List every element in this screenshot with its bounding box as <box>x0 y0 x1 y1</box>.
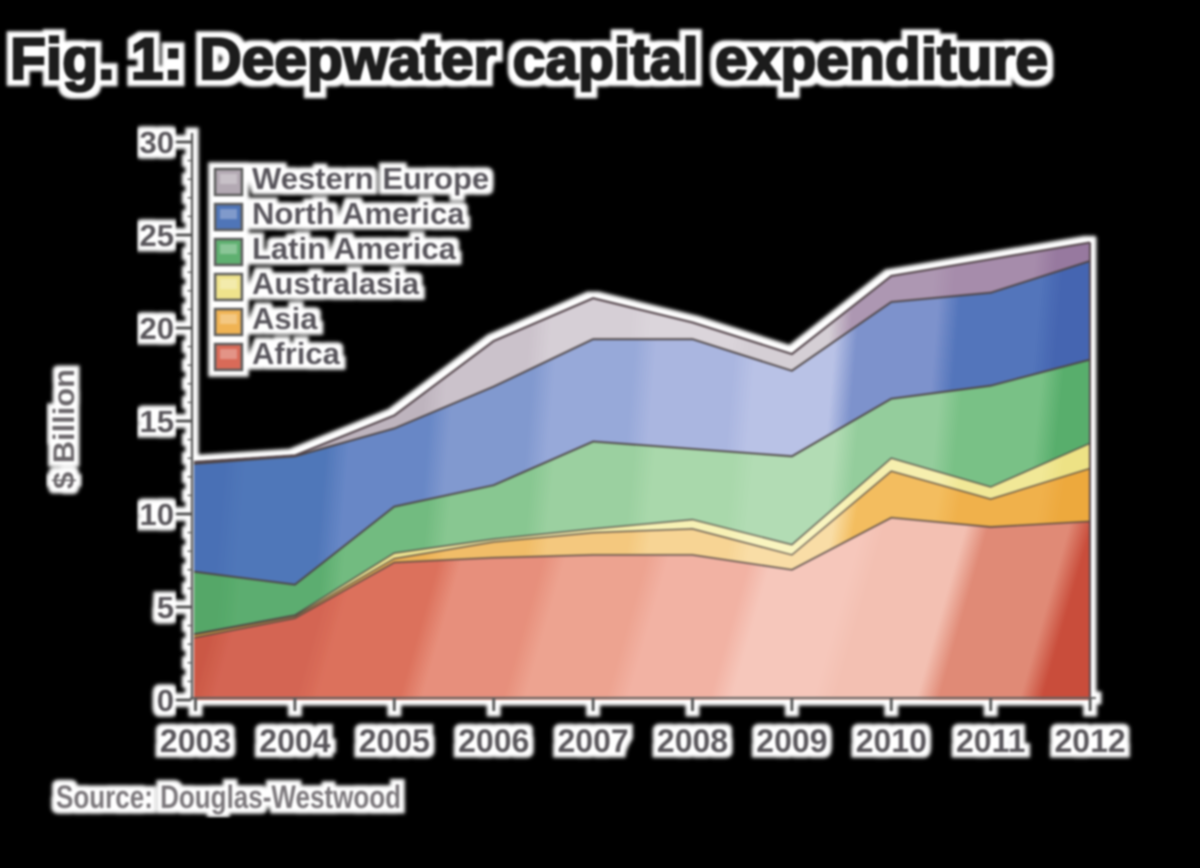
svg-text:North America: North America <box>252 196 465 231</box>
svg-text:5: 5 <box>157 590 174 625</box>
svg-text:Asia: Asia <box>252 301 318 336</box>
svg-text:Australasia: Australasia <box>252 266 420 301</box>
svg-text:Western Europe: Western Europe <box>252 161 489 196</box>
svg-text:2012: 2012 <box>1055 723 1126 759</box>
svg-text:2011: 2011 <box>956 723 1025 759</box>
svg-text:2005: 2005 <box>359 723 430 759</box>
svg-text:2008: 2008 <box>657 723 728 759</box>
svg-text:Africa: Africa <box>252 336 341 371</box>
svg-text:2006: 2006 <box>458 723 529 759</box>
svg-text:Source: Douglas-Westwood: Source: Douglas-Westwood <box>56 779 401 815</box>
svg-text:0: 0 <box>157 683 174 718</box>
svg-text:25: 25 <box>140 218 174 253</box>
svg-text:15: 15 <box>140 404 174 439</box>
svg-text:10: 10 <box>140 497 174 532</box>
svg-text:2010: 2010 <box>856 723 927 759</box>
svg-text:2007: 2007 <box>558 723 629 759</box>
svg-text:$ Billion: $ Billion <box>48 369 81 489</box>
svg-text:Latin America: Latin America <box>252 231 457 266</box>
svg-text:2009: 2009 <box>756 723 827 759</box>
svg-text:2003: 2003 <box>160 723 231 759</box>
svg-text:20: 20 <box>140 311 174 346</box>
svg-text:30: 30 <box>140 125 174 160</box>
svg-text:Fig. 1: Deepwater capital expe: Fig. 1: Deepwater capital expenditure <box>10 27 1048 92</box>
svg-text:2004: 2004 <box>259 723 330 759</box>
